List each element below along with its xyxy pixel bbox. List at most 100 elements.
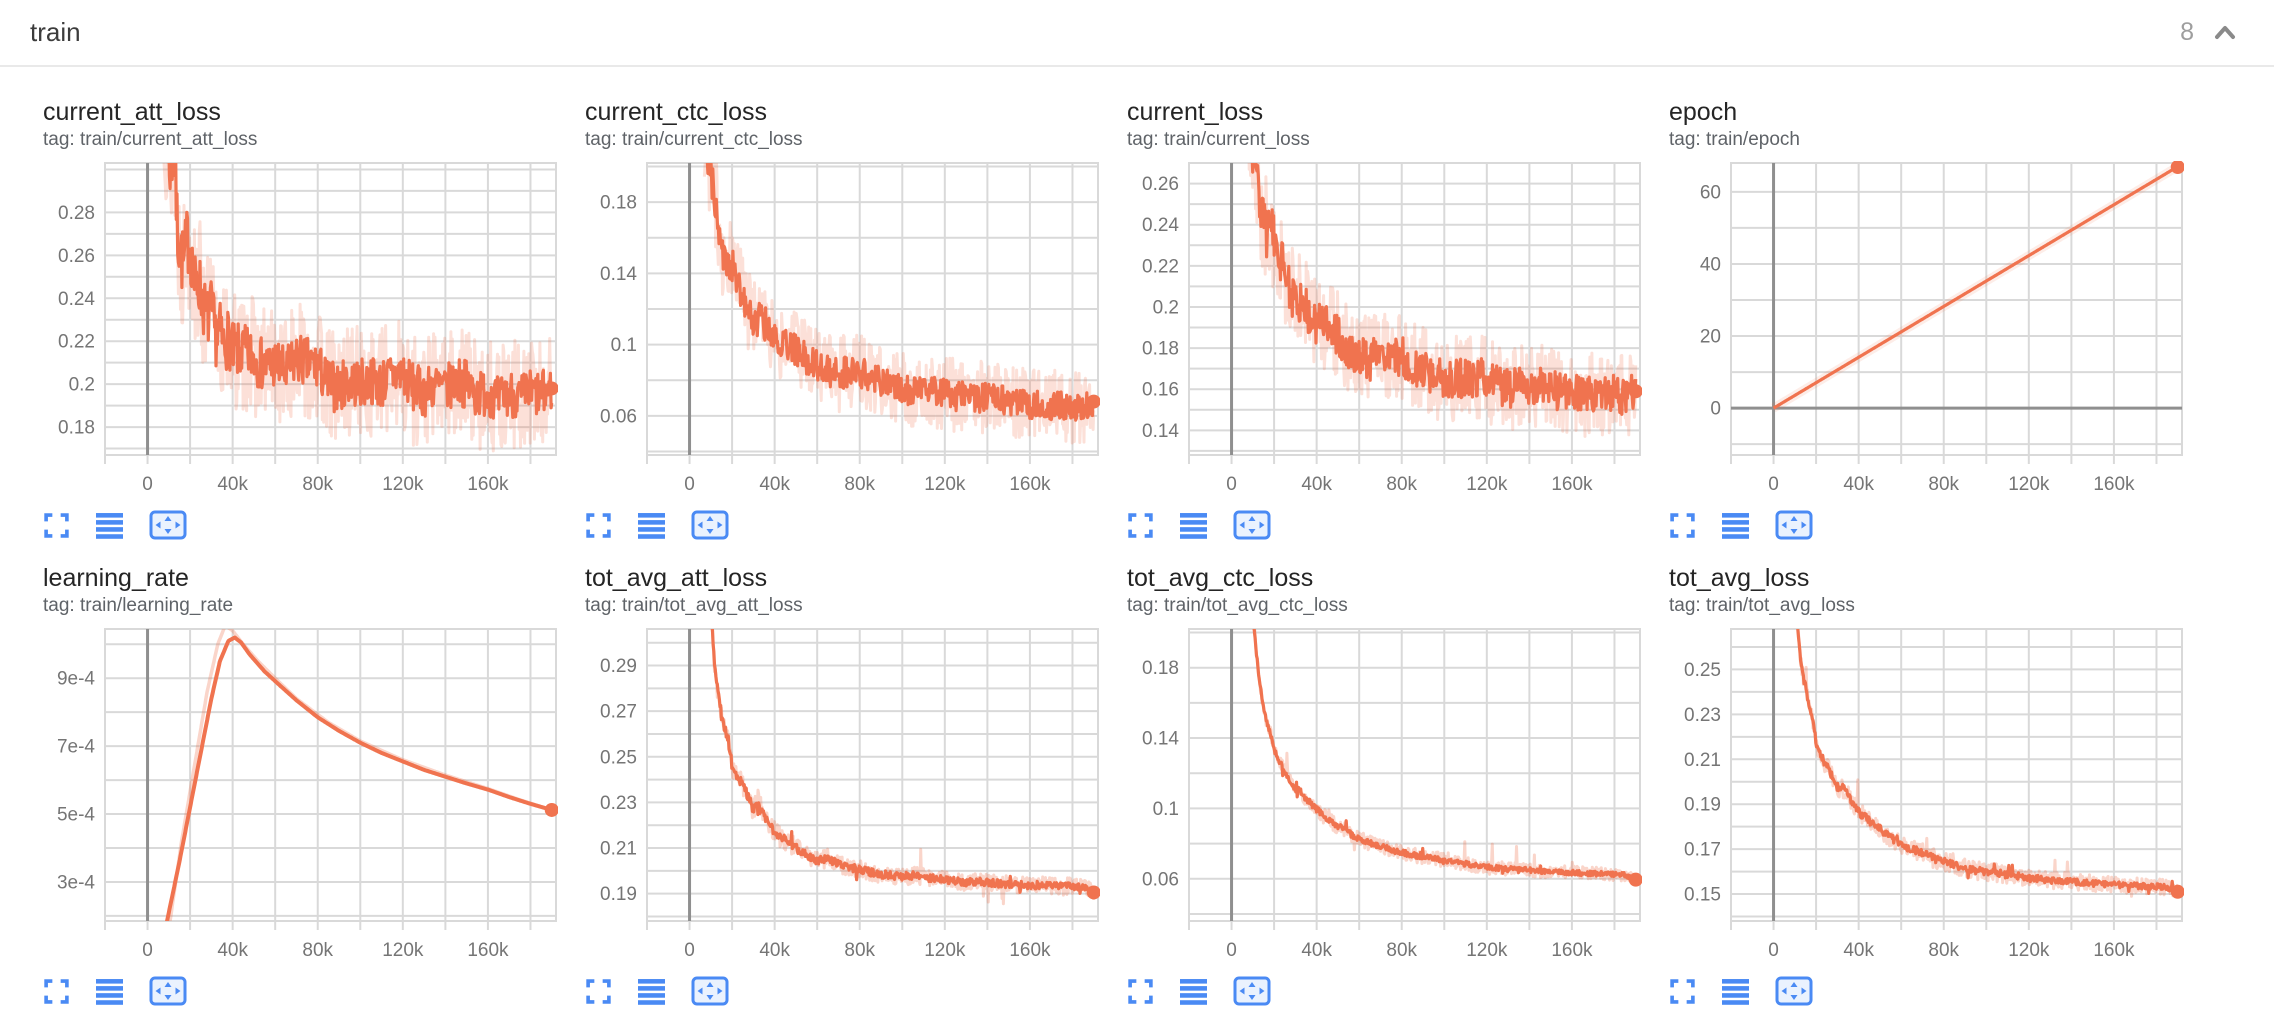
svg-text:120k: 120k [2008, 940, 2050, 961]
svg-text:160k: 160k [1009, 474, 1051, 495]
line-chart[interactable]: 0 40k 80k 120k 160k 0.15 0.17 0.19 0.21 0.23 0.25 [1669, 627, 2184, 967]
svg-text:7e-4: 7e-4 [57, 737, 95, 758]
chart-title: current_loss [1127, 98, 1264, 126]
fit-domain-icon[interactable] [149, 510, 187, 540]
chart-title: learning_rate [43, 564, 189, 592]
fullscreen-icon[interactable] [43, 512, 70, 539]
svg-text:0.18: 0.18 [1142, 339, 1179, 360]
svg-text:0.18: 0.18 [1142, 658, 1179, 679]
fit-domain-icon[interactable] [1233, 510, 1271, 540]
svg-text:5e-4: 5e-4 [57, 805, 95, 826]
log-scale-icon[interactable] [1180, 512, 1207, 539]
log-scale-icon[interactable] [1722, 978, 1749, 1005]
fit-domain-icon[interactable] [1775, 976, 1813, 1006]
chart-toolbar [585, 975, 1100, 1007]
line-chart[interactable]: 0 40k 80k 120k 160k 0.18 0.2 0.22 0.24 0.26 0.28 [43, 161, 558, 501]
fit-domain-icon[interactable] [691, 510, 729, 540]
log-scale-icon[interactable] [638, 978, 665, 1005]
svg-text:0: 0 [684, 474, 695, 495]
svg-text:40k: 40k [1843, 474, 1874, 495]
fullscreen-icon[interactable] [1127, 512, 1154, 539]
line-chart[interactable]: 0 40k 80k 120k 160k 0 20 40 60 [1669, 161, 2184, 501]
chart-title: tot_avg_att_loss [585, 564, 768, 592]
fullscreen-icon[interactable] [1127, 978, 1154, 1005]
svg-text:0.1: 0.1 [1153, 799, 1179, 820]
log-scale-icon[interactable] [96, 978, 123, 1005]
svg-text:0.23: 0.23 [600, 793, 637, 814]
chart-title: tot_avg_ctc_loss [1127, 564, 1314, 592]
fit-domain-icon[interactable] [149, 976, 187, 1006]
fullscreen-icon[interactable] [1669, 512, 1696, 539]
log-scale-icon[interactable] [638, 512, 665, 539]
log-scale-icon[interactable] [1722, 512, 1749, 539]
svg-text:120k: 120k [382, 940, 424, 961]
svg-text:0: 0 [684, 940, 695, 961]
fullscreen-icon[interactable] [585, 512, 612, 539]
svg-text:40k: 40k [217, 474, 248, 495]
svg-text:120k: 120k [924, 474, 966, 495]
svg-text:0.26: 0.26 [58, 246, 95, 267]
svg-text:0.18: 0.18 [58, 418, 95, 439]
chart-tag: tag: train/current_att_loss [43, 129, 258, 150]
chart-card-tot_avg_att_loss: tot_avg_att_loss tag: train/tot_avg_att_… [585, 563, 1100, 1007]
svg-text:0: 0 [1768, 940, 1779, 961]
chevron-up-icon[interactable] [2210, 18, 2240, 48]
svg-text:40k: 40k [217, 940, 248, 961]
chart-count-badge: 8 [2180, 18, 2194, 46]
svg-text:0.18: 0.18 [600, 193, 637, 214]
svg-text:0.06: 0.06 [600, 406, 637, 427]
chart-toolbar [43, 975, 558, 1007]
svg-text:80k: 80k [844, 940, 875, 961]
chart-title: tot_avg_loss [1669, 564, 1810, 592]
svg-text:0.28: 0.28 [58, 203, 95, 224]
fullscreen-icon[interactable] [43, 978, 70, 1005]
log-scale-icon[interactable] [1180, 978, 1207, 1005]
fullscreen-icon[interactable] [585, 978, 612, 1005]
chart-tag: tag: train/learning_rate [43, 595, 234, 616]
chart-tag: tag: train/tot_avg_loss [1669, 595, 1855, 616]
line-chart[interactable]: 0 40k 80k 120k 160k 0.19 0.21 0.23 0.25 0.27 0.29 [585, 627, 1100, 967]
chart-tag: tag: train/current_loss [1127, 129, 1310, 150]
chart-tag: tag: train/tot_avg_ctc_loss [1127, 595, 1348, 616]
line-chart[interactable]: 0 40k 80k 120k 160k 0.06 0.1 0.14 0.18 [585, 161, 1100, 501]
svg-text:0.27: 0.27 [600, 702, 637, 723]
fit-domain-icon[interactable] [1775, 510, 1813, 540]
svg-text:0.14: 0.14 [600, 264, 637, 285]
chart-card-epoch: epoch tag: train/epoch 0 40k 80k 120k 160k 0 2… [1669, 97, 2184, 541]
chart-tag: tag: train/tot_avg_att_loss [585, 595, 803, 616]
svg-text:0: 0 [1226, 940, 1237, 961]
chart-toolbar [43, 509, 558, 541]
svg-text:0.2: 0.2 [1153, 297, 1179, 318]
chart-toolbar [1127, 975, 1642, 1007]
chart-toolbar [1669, 509, 2184, 541]
svg-text:160k: 160k [2093, 940, 2135, 961]
svg-text:9e-4: 9e-4 [57, 669, 95, 690]
svg-text:160k: 160k [1551, 940, 1593, 961]
chart-tag: tag: train/current_ctc_loss [585, 129, 803, 150]
svg-text:80k: 80k [1928, 474, 1959, 495]
fit-domain-icon[interactable] [691, 976, 729, 1006]
line-chart[interactable]: 0 40k 80k 120k 160k 3e-4 5e-4 7e-4 9e-4 [43, 627, 558, 967]
svg-text:0.23: 0.23 [1684, 705, 1721, 726]
svg-text:120k: 120k [1466, 474, 1508, 495]
svg-text:40: 40 [1700, 254, 1721, 275]
line-chart[interactable]: 0 40k 80k 120k 160k 0.06 0.1 0.14 0.18 [1127, 627, 1642, 967]
svg-text:0.22: 0.22 [58, 332, 95, 353]
svg-text:80k: 80k [302, 474, 333, 495]
fit-domain-icon[interactable] [1233, 976, 1271, 1006]
svg-text:80k: 80k [1928, 940, 1959, 961]
svg-text:40k: 40k [759, 474, 790, 495]
svg-text:0.17: 0.17 [1684, 840, 1721, 861]
chart-card-current_ctc_loss: current_ctc_loss tag: train/current_ctc_… [585, 97, 1100, 541]
log-scale-icon[interactable] [96, 512, 123, 539]
svg-text:160k: 160k [1551, 474, 1593, 495]
fullscreen-icon[interactable] [1669, 978, 1696, 1005]
svg-text:0.15: 0.15 [1684, 885, 1721, 906]
svg-text:0.14: 0.14 [1142, 729, 1179, 750]
svg-text:160k: 160k [2093, 474, 2135, 495]
line-chart[interactable]: 0 40k 80k 120k 160k 0.14 0.16 0.18 0.2 0.22 0.24 0.… [1127, 161, 1642, 501]
svg-text:0.29: 0.29 [600, 656, 637, 677]
chart-toolbar [1669, 975, 2184, 1007]
svg-text:160k: 160k [1009, 940, 1051, 961]
svg-text:0.1: 0.1 [611, 335, 637, 356]
